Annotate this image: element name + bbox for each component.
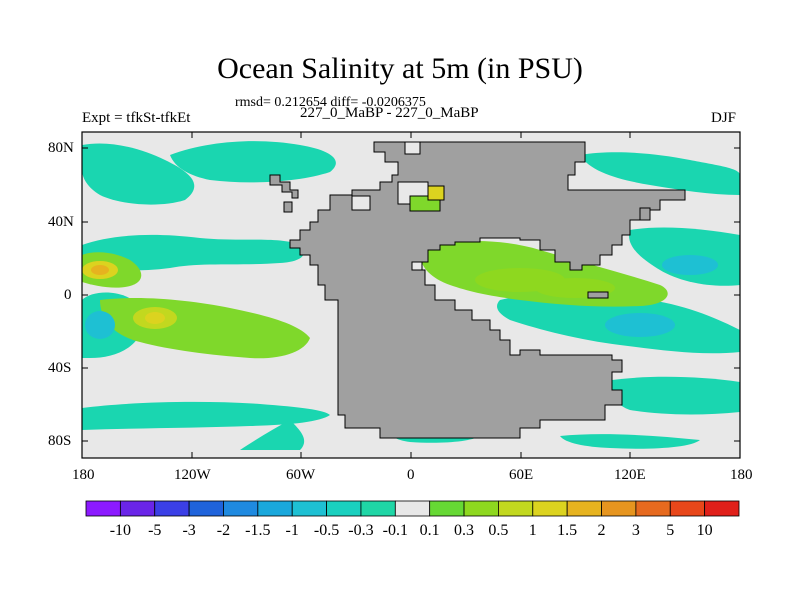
y-tick-label: 40N [48, 214, 74, 230]
period-label: 227_0_MaBP - 227_0_MaBP [300, 105, 479, 121]
x-tick-label: 180 [72, 467, 95, 483]
stats-label: rmsd= 0.212654 diff= -0.0206375 [235, 95, 426, 110]
colorbar-label: -0.3 [348, 522, 373, 539]
colorbar-label: 1 [529, 522, 537, 539]
season-label: DJF [711, 110, 737, 126]
x-tick-label: 180 [730, 467, 753, 483]
colorbar-label: 1.5 [557, 522, 577, 539]
colorbar-label: 10 [697, 522, 713, 539]
colorbar-label: -1.5 [245, 522, 270, 539]
x-tick-label: 60E [509, 467, 534, 483]
x-tick-label: 120E [614, 467, 646, 483]
colorbar-label: -0.1 [383, 522, 408, 539]
colorbar-label: 3 [632, 522, 640, 539]
tick-marks [81, 132, 741, 458]
landmass [289, 141, 686, 439]
colorbar-swatch [429, 500, 465, 517]
strong-negative-regions [85, 255, 718, 339]
y-tick-label: 80N [48, 140, 74, 156]
x-tick-label: 0 [407, 467, 415, 483]
colorbar-swatch [704, 500, 740, 517]
colorbar-label: -2 [217, 522, 230, 539]
colorbar-swatch [566, 500, 602, 517]
colorbar-swatch [394, 500, 431, 517]
colorbar-label: 2 [598, 522, 606, 539]
x-tick-label: 120W [174, 467, 211, 483]
colorbar-swatch [119, 500, 156, 517]
colorbar-swatch [188, 500, 224, 517]
colorbar-swatch [85, 500, 121, 517]
colorbar-swatch [223, 500, 259, 517]
colorbar-label: 0.3 [454, 522, 474, 539]
colorbar-swatch [291, 500, 327, 517]
y-tick-label: 80S [48, 433, 72, 449]
colorbar-label: -3 [182, 522, 195, 539]
colorbar-swatch [635, 500, 671, 517]
experiment-label: Expt = tfkSt-tfkEt [82, 110, 191, 126]
y-tick-label: 0 [64, 287, 72, 303]
colorbar-label: -1 [286, 522, 299, 539]
colorbar-swatch [601, 500, 637, 517]
colorbar-swatch [532, 500, 568, 517]
y-tick-label: 40S [48, 360, 72, 376]
colorbar-swatch [257, 500, 293, 517]
colorbar-label: 0.1 [420, 522, 440, 539]
x-tick-label: 60W [286, 467, 316, 483]
island-fragments [269, 174, 651, 221]
strong-positive-regions [82, 261, 615, 329]
colorbar-label: 5 [666, 522, 674, 539]
colorbar-label: -0.5 [314, 522, 339, 539]
colorbar-swatch [360, 500, 396, 517]
colorbar-swatch [463, 500, 499, 517]
inland-water [351, 141, 609, 299]
colorbar-label: -10 [110, 522, 131, 539]
map-title: Ocean Salinity at 5m (in PSU) [217, 52, 583, 85]
colorbar-label: 0.5 [488, 522, 508, 539]
colorbar-swatch [326, 500, 362, 517]
colorbar-swatch [669, 500, 706, 517]
colorbar-swatch [498, 500, 534, 517]
colorbar-label: -5 [148, 522, 161, 539]
colorbar-swatch [154, 500, 190, 517]
